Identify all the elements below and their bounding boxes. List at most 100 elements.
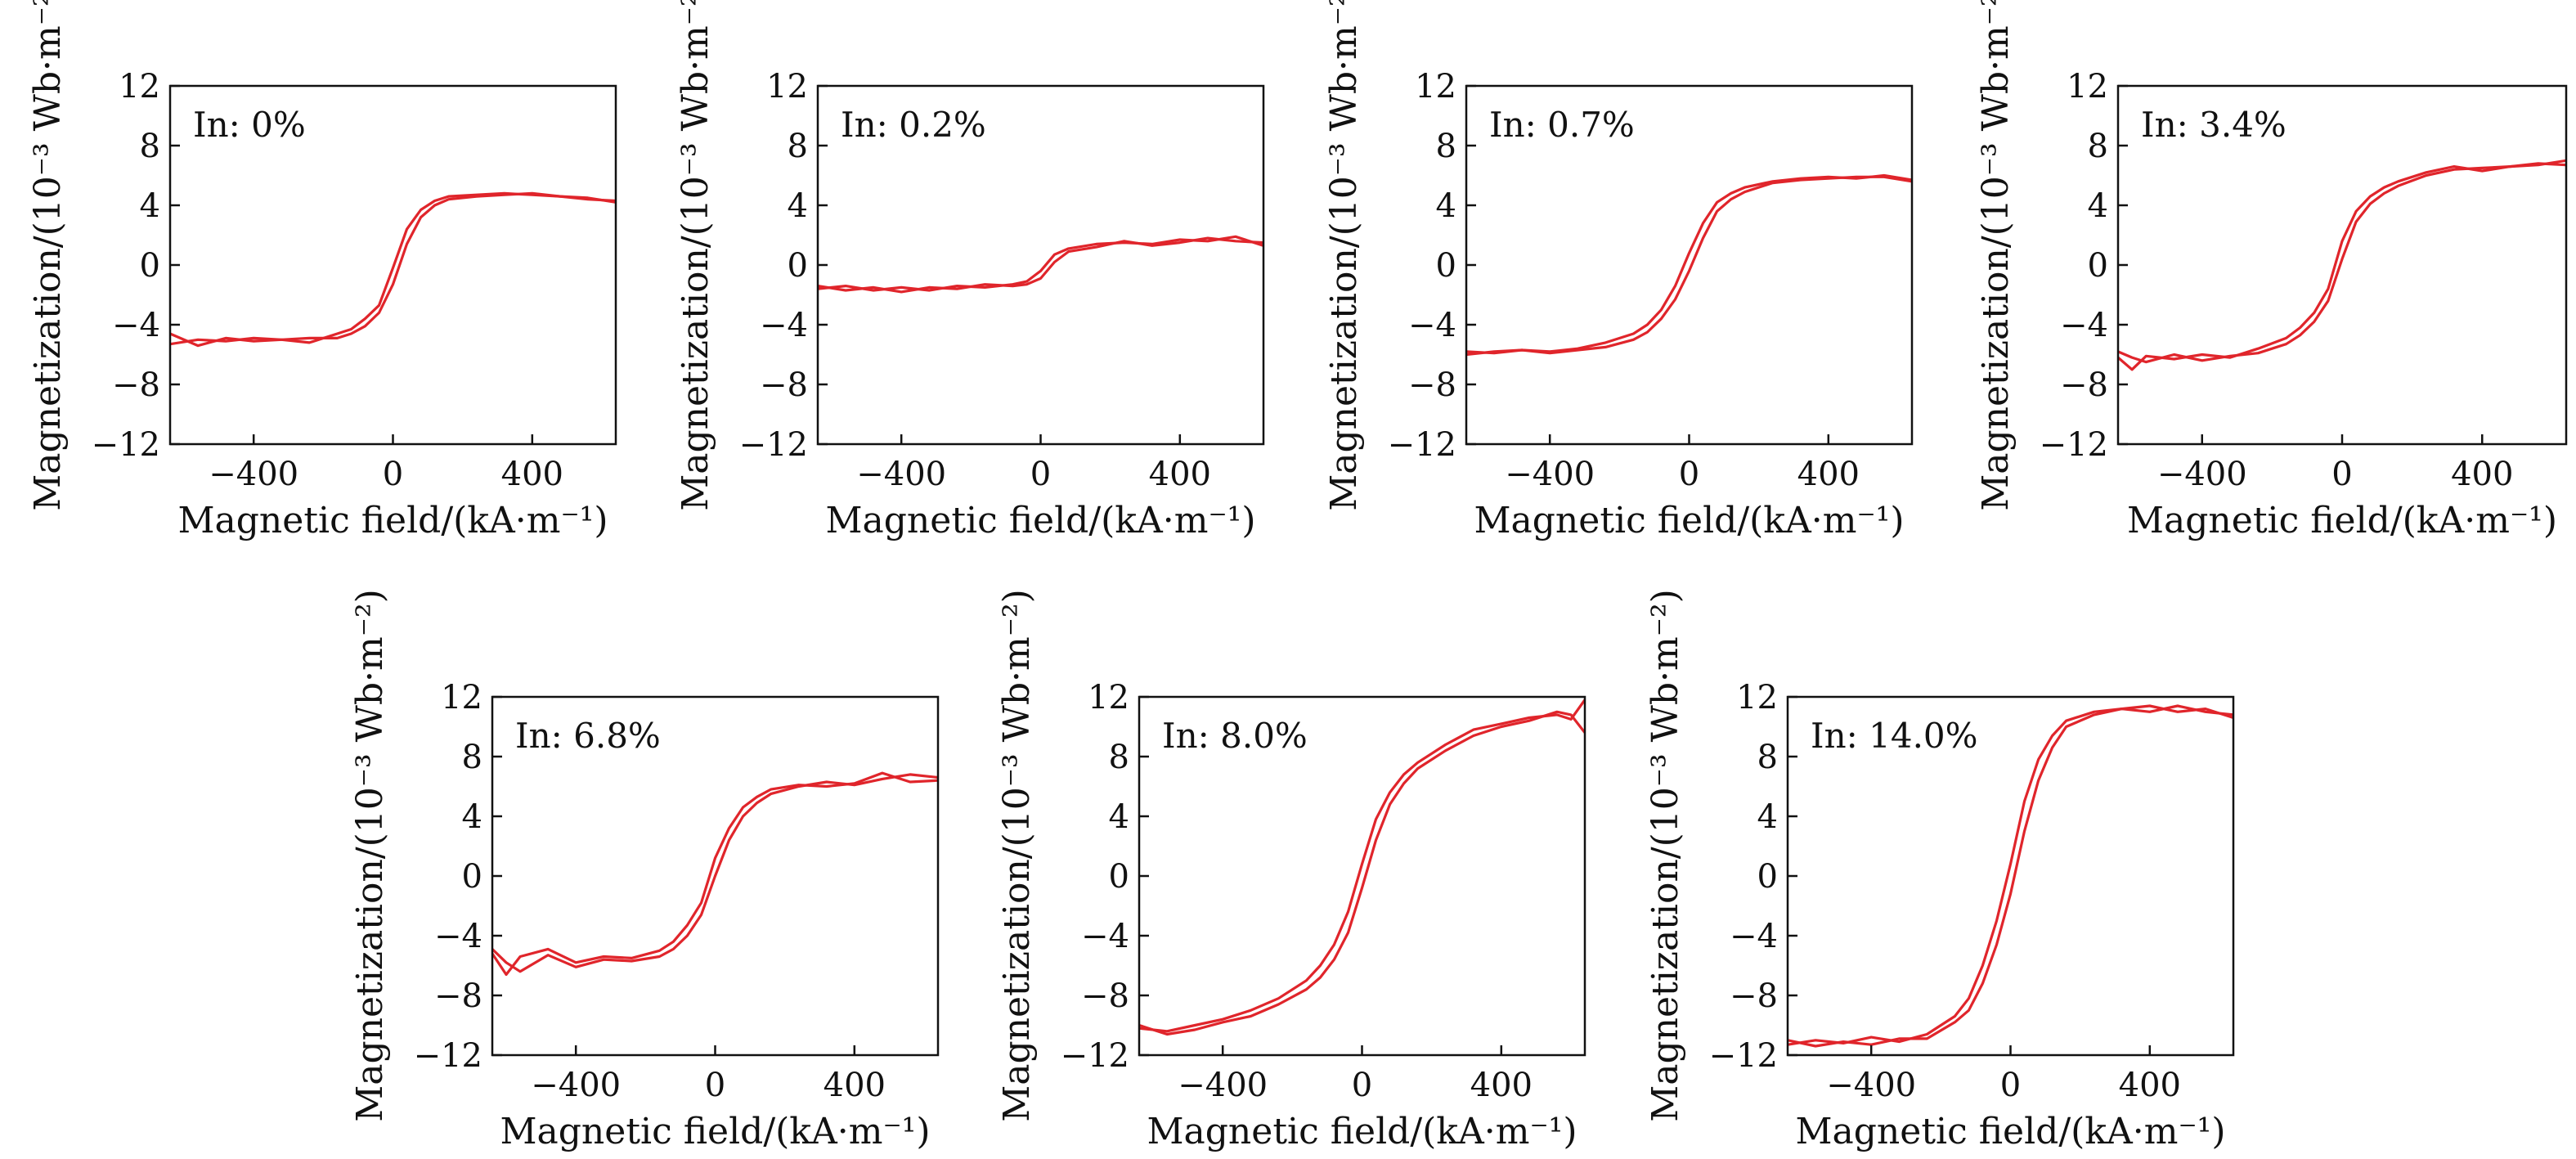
chart-panel-5: 12 8 4 0 −4 −8 −12 −400 0 400 In: 6.8% Magnetic fie… [349, 589, 940, 1152]
x-axis-label: Magnetic field/(kA·m⁻¹) [2127, 500, 2557, 541]
x-tick-label: −400 [856, 456, 946, 493]
y-axis-label: Magnetization/(10⁻³ Wb·m⁻²) [996, 589, 1038, 1122]
y-tick-label: 12 [2067, 68, 2108, 106]
y-tick-label: −12 [2040, 426, 2108, 464]
panel-composition-label: In: 3.4% [2141, 105, 2287, 145]
y-tick-label: −12 [1709, 1037, 1778, 1075]
y-axis-label: Magnetization/(10⁻³ Wb·m⁻²) [27, 0, 69, 511]
x-tick-label: −400 [1826, 1067, 1916, 1104]
y-tick-label: −8 [1081, 977, 1129, 1015]
y-tick-label: 8 [1757, 739, 1778, 776]
y-tick-label: 4 [1109, 798, 1129, 836]
x-tick-label: 400 [1470, 1067, 1533, 1104]
y-tick-label: 8 [462, 739, 482, 776]
y-tick-label: 4 [1757, 798, 1778, 836]
x-tick-label: 400 [824, 1067, 886, 1104]
y-tick-label: −4 [434, 918, 482, 955]
hysteresis-branch-2 [1139, 710, 1585, 1036]
y-tick-label: 12 [1088, 679, 1129, 717]
x-tick-label: −400 [1505, 456, 1595, 493]
x-tick-label: 400 [501, 456, 563, 493]
hysteresis-branch-1 [818, 235, 1263, 292]
y-tick-label: 12 [1736, 679, 1778, 717]
x-tick-label: 0 [2331, 456, 2352, 493]
y-tick-label: −4 [1081, 918, 1129, 955]
y-tick-label: 0 [1436, 247, 1456, 285]
x-tick-label: 0 [705, 1067, 725, 1104]
y-tick-label: 0 [462, 858, 482, 896]
x-axis-label: Magnetic field/(kA·m⁻¹) [1795, 1111, 2225, 1152]
panel-composition-label: In: 8.0% [1162, 716, 1308, 756]
y-axis-label: Magnetization/(10⁻³ Wb·m⁻²) [1323, 0, 1365, 511]
chart-panel-1: 12 8 4 0 −4 −8 −12 −400 0 400 In: 0% Magnetic field… [27, 0, 617, 541]
hysteresis-branch-1 [492, 771, 938, 977]
y-tick-label: 8 [1109, 739, 1129, 776]
y-tick-label: −12 [739, 426, 808, 464]
y-tick-label: −12 [414, 1037, 482, 1075]
y-tick-label: −8 [2060, 366, 2108, 404]
y-axis-label: Magnetization/(10⁻³ Wb·m⁻²) [349, 589, 391, 1122]
y-axis-label: Magnetization/(10⁻³ Wb·m⁻²) [675, 0, 716, 511]
x-tick-label: 400 [1149, 456, 1211, 493]
chart-panel-6: 12 8 4 0 −4 −8 −12 −400 0 400 In: 8.0% Magnetic fie… [996, 589, 1586, 1152]
hysteresis-branch-2 [1466, 175, 1912, 355]
x-axis-label: Magnetic field/(kA·m⁻¹) [177, 500, 608, 541]
chart-panel-2: 12 8 4 0 −4 −8 −12 −400 0 400 In: 0.2% Magnetic fie… [675, 0, 1265, 541]
y-tick-label: 0 [788, 247, 808, 285]
y-tick-label: −4 [112, 307, 160, 344]
y-tick-label: −4 [1408, 307, 1456, 344]
hysteresis-branch-1 [170, 191, 616, 346]
y-tick-label: −4 [2060, 307, 2108, 344]
panel-composition-label: In: 0.7% [1489, 105, 1635, 145]
x-tick-label: 0 [2000, 1067, 2021, 1104]
x-tick-label: 400 [1797, 456, 1860, 493]
x-axis-label: Magnetic field/(kA·m⁻¹) [1147, 1111, 1577, 1152]
y-axis-label: Magnetization/(10⁻³ Wb·m⁻²) [1645, 589, 1686, 1122]
y-tick-label: −8 [112, 366, 160, 404]
panel-composition-label: In: 0.2% [841, 105, 986, 145]
hysteresis-branch-2 [2118, 159, 2566, 364]
y-tick-label: 0 [140, 247, 160, 285]
y-tick-label: 8 [788, 128, 808, 165]
y-tick-label: 8 [140, 128, 160, 165]
y-tick-label: −12 [1061, 1037, 1129, 1075]
y-tick-label: 4 [1436, 187, 1456, 225]
y-tick-label: −8 [760, 366, 808, 404]
chart-panel-3: 12 8 4 0 −4 −8 −12 −400 0 400 In: 0.7% Magnetic fie… [1323, 0, 1914, 541]
x-tick-label: 400 [2119, 1067, 2181, 1104]
x-tick-label: −400 [531, 1067, 621, 1104]
hysteresis-branch-1 [1788, 704, 2233, 1046]
y-tick-label: 4 [2088, 187, 2108, 225]
x-tick-label: 400 [2451, 456, 2513, 493]
y-tick-label: 4 [788, 187, 808, 225]
chart-panel-4: 12 8 4 0 −4 −8 −12 −400 0 400 In: 3.4% Magnetic fie… [1975, 0, 2568, 541]
hysteresis-branch-1 [1139, 699, 1585, 1033]
y-tick-label: 12 [766, 68, 808, 106]
panel-composition-label: In: 6.8% [515, 716, 661, 756]
y-axis-label: Magnetization/(10⁻³ Wb·m⁻²) [1975, 0, 2017, 511]
y-tick-label: −8 [1408, 366, 1456, 404]
hysteresis-branch-1 [1466, 173, 1912, 357]
x-tick-label: 0 [383, 456, 403, 493]
y-tick-label: 12 [441, 679, 482, 717]
y-tick-label: −4 [760, 307, 808, 344]
hysteresis-branch-2 [170, 191, 616, 348]
y-tick-label: −8 [1730, 977, 1778, 1015]
y-tick-label: 0 [2088, 247, 2108, 285]
x-tick-label: −400 [1178, 1067, 1268, 1104]
y-tick-label: −4 [1730, 918, 1778, 955]
x-axis-label: Magnetic field/(kA·m⁻¹) [825, 500, 1255, 541]
x-tick-label: 0 [1679, 456, 1699, 493]
hysteresis-branch-1 [2118, 162, 2566, 371]
hysteresis-branch-2 [492, 773, 938, 973]
panel-composition-label: In: 14.0% [1811, 716, 1978, 756]
x-tick-label: 0 [1352, 1067, 1372, 1104]
x-axis-label: Magnetic field/(kA·m⁻¹) [500, 1111, 930, 1152]
y-tick-label: −8 [434, 977, 482, 1015]
panel-composition-label: In: 0% [193, 105, 306, 145]
y-tick-label: 4 [140, 187, 160, 225]
y-tick-label: 12 [119, 68, 160, 106]
y-tick-label: 8 [1436, 128, 1456, 165]
chart-panel-7: 12 8 4 0 −4 −8 −12 −400 0 400 In: 14.0% Magnetic fi… [1645, 589, 2235, 1152]
